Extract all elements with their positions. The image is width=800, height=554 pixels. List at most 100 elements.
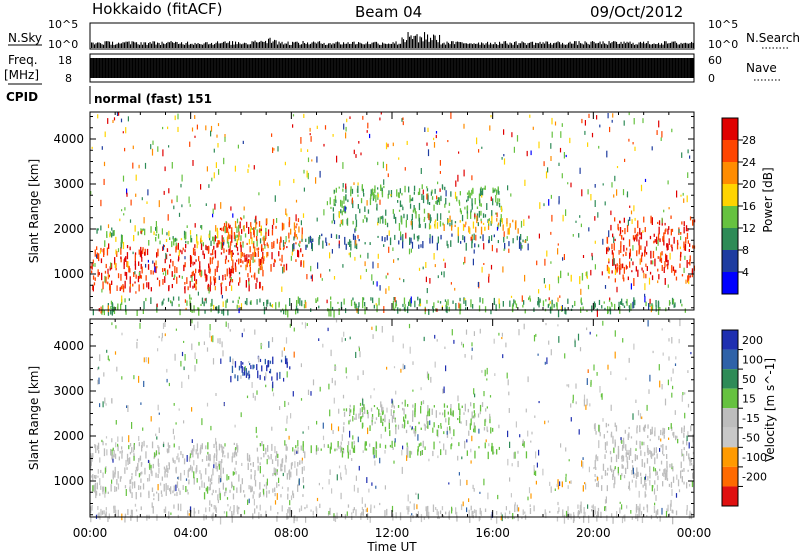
scatter-cell (271, 426, 273, 431)
scatter-cell (391, 398, 393, 404)
scatter-cell (472, 258, 474, 266)
scatter-cell (398, 209, 401, 212)
scatter-cell (271, 443, 273, 451)
scatter-cell (583, 399, 585, 407)
scatter-cell (440, 234, 442, 240)
nsky-bar (548, 44, 550, 48)
scatter-cell (654, 457, 656, 465)
scatter-cell (443, 403, 446, 408)
scatter-cell (141, 471, 143, 475)
scatter-cell (590, 269, 592, 276)
scatter-cell (133, 444, 135, 451)
scatter-cell (120, 476, 122, 479)
scatter-cell (252, 392, 254, 398)
scatter-cell (349, 239, 351, 247)
scatter-cell (594, 506, 596, 513)
scatter-cell (379, 216, 381, 224)
scatter-cell (142, 283, 145, 290)
scatter-cell (651, 485, 653, 492)
scatter-cell (231, 456, 233, 463)
scatter-cell (577, 504, 579, 509)
scatter-cell (136, 515, 138, 522)
scatter-cell (235, 234, 237, 238)
scatter-cell (330, 349, 332, 357)
scatter-cell (397, 424, 400, 430)
scatter-cell (208, 476, 210, 482)
scatter-cell (439, 160, 441, 166)
scatter-cell (343, 411, 346, 417)
scatter-cell (613, 447, 615, 454)
scatter-cell (611, 270, 613, 274)
scatter-cell (131, 476, 133, 480)
scatter-cell (107, 355, 109, 360)
scatter-cell (448, 210, 450, 213)
scatter-cell (250, 463, 252, 466)
scatter-cell (147, 189, 149, 196)
scatter-cell (409, 501, 411, 504)
scatter-cell (245, 264, 247, 271)
scatter-cell (349, 252, 351, 258)
scatter-cell (503, 231, 505, 237)
scatter-cell (224, 259, 227, 264)
scatter-cell (564, 307, 566, 314)
scatter-cell (338, 308, 340, 315)
scatter-cell (148, 282, 150, 290)
scatter-cell (452, 410, 454, 417)
scatter-cell (135, 492, 137, 500)
scatter-cell (345, 243, 347, 250)
nsky-bar (476, 43, 478, 48)
scatter-cell (204, 275, 207, 279)
nsky-bar (209, 43, 211, 48)
scatter-cell (460, 421, 462, 424)
scatter-cell (635, 440, 638, 445)
scatter-cell (128, 265, 130, 273)
scatter-cell (375, 325, 377, 332)
scatter-cell (626, 505, 628, 509)
scatter-cell (135, 174, 137, 181)
scatter-cell (228, 476, 230, 480)
scatter-cell (291, 251, 293, 256)
scatter-cell (657, 256, 659, 259)
scatter-cell (490, 115, 492, 118)
scatter-cell (684, 412, 686, 419)
scatter-cell (636, 427, 638, 434)
nsky-bar (418, 42, 420, 48)
scatter-cell (423, 336, 425, 342)
scatter-cell (262, 258, 265, 264)
scatter-cell (536, 260, 538, 266)
scatter-cell (311, 241, 313, 249)
scatter-cell (273, 467, 275, 475)
scatter-cell (421, 184, 423, 190)
scatter-cell (665, 511, 668, 518)
scatter-cell (678, 489, 681, 493)
scatter-cell (466, 507, 468, 513)
scatter-cell (288, 435, 290, 440)
scatter-cell (226, 511, 228, 518)
scatter-cell (604, 506, 606, 510)
scatter-cell (156, 436, 158, 440)
scatter-cell (177, 476, 179, 480)
scatter-cell (170, 259, 172, 263)
scatter-cell (171, 199, 173, 204)
scatter-cell (103, 372, 105, 377)
scatter-cell (450, 240, 452, 247)
nsky-bar (352, 41, 354, 48)
scatter-cell (258, 258, 260, 263)
scatter-cell (369, 443, 371, 447)
scatter-cell (229, 245, 231, 253)
scatter-cell (249, 457, 251, 462)
scatter-cell (373, 505, 376, 509)
scatter-cell (248, 283, 250, 292)
scatter-cell (664, 468, 666, 474)
scatter-cell (590, 194, 592, 201)
scatter-cell (579, 167, 581, 174)
scatter-cell (471, 203, 473, 210)
scatter-cell (376, 304, 378, 313)
scatter-cell (289, 298, 291, 306)
scatter-cell (586, 378, 588, 385)
scatter-cell (315, 298, 317, 303)
scatter-cell (296, 468, 298, 476)
scatter-cell (107, 303, 109, 307)
scatter-cell (93, 475, 96, 479)
scatter-cell (215, 445, 218, 452)
